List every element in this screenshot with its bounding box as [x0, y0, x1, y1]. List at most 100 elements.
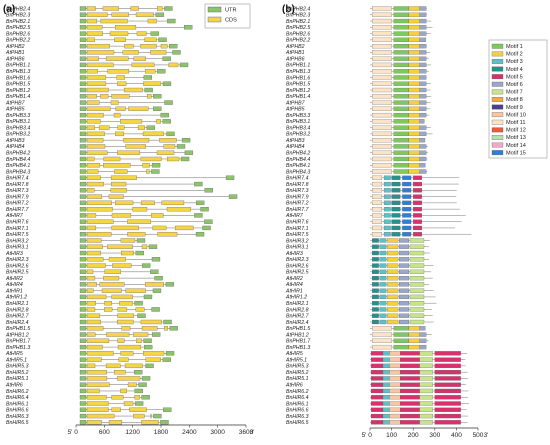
motif-block — [408, 125, 420, 130]
motif-legend-label: Motif 11 — [506, 120, 525, 126]
motif-block — [372, 288, 379, 293]
gene-label-a: AtHIR1 — [5, 288, 23, 294]
motif-block — [393, 31, 410, 36]
cds-block — [86, 100, 100, 105]
motif-swatch — [491, 43, 504, 49]
motif-block — [383, 213, 391, 218]
motif-block — [370, 351, 384, 356]
gene-label-b: BnPHB2.3 — [286, 13, 310, 19]
gene-label-a: BnPHB1.4 — [6, 94, 30, 100]
motif-block — [393, 94, 410, 99]
utr-block — [154, 275, 163, 281]
motif-block — [400, 420, 420, 425]
utr-block — [79, 250, 87, 256]
gene-label-b: BnPHB1.7 — [286, 339, 311, 345]
cds-block — [86, 94, 97, 99]
cds-block — [86, 257, 104, 262]
motif-block — [382, 363, 390, 369]
cds-block — [86, 69, 98, 74]
utr-block — [79, 144, 87, 149]
cds-block — [135, 12, 154, 17]
motif-block — [379, 313, 387, 318]
motif-block — [391, 181, 401, 187]
cds-block — [144, 37, 157, 42]
gene-label-b: BnPHB2.2 — [286, 38, 310, 44]
motif-legend-label: Motif 6 — [506, 82, 523, 88]
cds-block — [105, 56, 129, 61]
cds-block — [107, 244, 133, 249]
gene-label-a: BnPHB2.3 — [6, 13, 30, 19]
cds-block — [129, 407, 147, 412]
motif-block — [372, 6, 392, 11]
motif-block — [413, 219, 422, 224]
gene-label-b: BnPHB2.1 — [286, 19, 310, 25]
cds-block — [116, 376, 141, 381]
motif-block — [372, 100, 392, 105]
motif-block — [389, 420, 401, 425]
motif-block — [372, 207, 383, 212]
utr-block — [79, 156, 87, 162]
gene-label-a: AtPHB1.2 — [5, 332, 29, 338]
cds-block — [124, 43, 134, 49]
cds-block — [109, 31, 129, 36]
motif-block — [419, 376, 433, 381]
motif-block — [409, 307, 425, 312]
motif-block — [408, 25, 420, 30]
cds-block — [101, 288, 122, 293]
utr-block — [79, 150, 87, 155]
motif-block — [393, 12, 410, 17]
motif-block — [393, 326, 410, 331]
cds-block — [147, 18, 157, 24]
cds-block — [86, 56, 99, 61]
motif-block — [382, 357, 390, 362]
cds-block — [110, 188, 127, 193]
panel-b-label: (b) — [282, 4, 295, 15]
gene-label-a: BnPHB1.1 — [6, 63, 30, 69]
cds-block — [111, 181, 127, 187]
motif-block — [383, 188, 391, 193]
motif-block — [408, 50, 420, 55]
utr-block — [79, 25, 87, 30]
motif-block — [399, 269, 410, 274]
cds-block — [117, 81, 127, 86]
gene-label-a: AtHIR7 — [5, 213, 24, 219]
motif-block — [409, 319, 425, 325]
utr-block — [79, 288, 87, 293]
cds-block — [86, 144, 106, 149]
cds-block — [120, 238, 136, 243]
utr-block — [144, 344, 153, 350]
utr-block — [134, 401, 144, 406]
motif-block — [419, 100, 427, 105]
cds-block — [86, 225, 97, 231]
cds-block — [133, 413, 145, 419]
motif-block — [372, 43, 392, 49]
panel-a-tick-label: 600 — [99, 429, 110, 436]
utr-block — [79, 94, 87, 99]
gene-label-a: BnHIR2.1 — [6, 301, 29, 307]
motif-block — [387, 294, 399, 300]
motif-block — [408, 119, 420, 124]
motif-block — [408, 131, 420, 137]
motif-block — [372, 263, 379, 268]
motif-block — [408, 37, 420, 42]
gene-label-a: AtPHB3 — [5, 138, 25, 144]
cds-block — [86, 119, 101, 124]
cds-block — [120, 388, 127, 394]
motif-block — [419, 12, 427, 17]
motif-block — [393, 6, 410, 11]
cds-block — [86, 181, 104, 187]
motif-block — [419, 363, 433, 369]
motif-block — [389, 413, 401, 419]
utr-block — [79, 257, 87, 262]
motif-block — [419, 43, 427, 49]
motif-legend-label: Motif 1 — [506, 44, 523, 50]
motif-block — [383, 175, 391, 180]
motif-block — [408, 338, 420, 343]
motif-block — [419, 81, 427, 86]
gene-label-a: BnPHB1.3 — [6, 345, 30, 351]
cds-block — [86, 200, 112, 206]
motif-block — [370, 363, 384, 369]
motif-block — [389, 388, 401, 394]
gene-label-a: AtHIR4 — [5, 282, 23, 288]
